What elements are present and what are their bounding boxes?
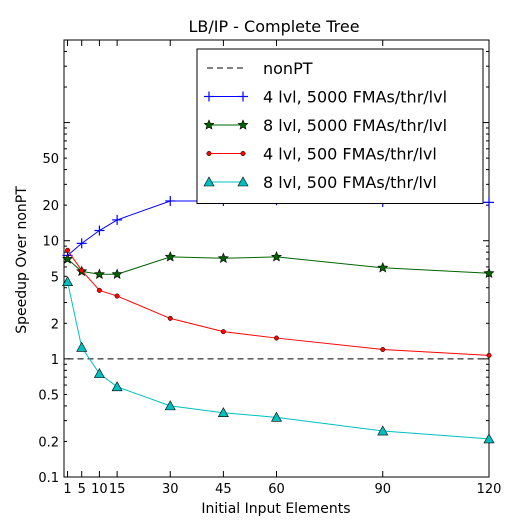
data-point xyxy=(62,276,74,286)
legend-box xyxy=(196,48,484,204)
x-tick-label: 15 xyxy=(109,482,126,497)
data-point xyxy=(93,368,105,378)
x-tick-label: 10 xyxy=(91,482,108,497)
data-point xyxy=(270,251,283,262)
legend-label: 8 lvl, 5000 FMAs/thr/lvl xyxy=(263,116,447,135)
x-tick-label: 1 xyxy=(63,482,71,497)
data-point xyxy=(483,267,495,278)
data-point xyxy=(377,425,389,436)
y-tick-label: 0.2 xyxy=(38,435,59,450)
y-tick-label: 0.1 xyxy=(38,471,59,486)
y-tick-label: 2 xyxy=(51,317,59,332)
data-point xyxy=(483,433,495,444)
x-tick-label: 30 xyxy=(162,482,179,497)
y-tick-label: 20 xyxy=(42,199,59,214)
data-point xyxy=(79,267,85,273)
data-point xyxy=(238,91,248,102)
y-axis-title: Speedup Over nonPT xyxy=(14,186,30,334)
y-tick-label: 1 xyxy=(51,353,59,368)
data-point xyxy=(96,287,102,293)
data-point xyxy=(76,341,88,352)
x-axis-title: Initial Input Elements xyxy=(201,501,350,517)
data-point xyxy=(164,251,176,262)
legend: nonPT 4 lvl, 5000 FMAs/thr/lvl 8 lvl, 5000… xyxy=(196,48,484,204)
y-minor-ticks xyxy=(64,50,489,442)
data-point xyxy=(111,381,123,392)
data-point xyxy=(65,247,71,253)
y-tick-label: 50 xyxy=(42,152,59,167)
series-3 xyxy=(65,247,492,358)
data-point xyxy=(164,400,176,411)
data-point xyxy=(93,268,105,279)
data-point xyxy=(165,195,176,206)
legend-item: 8 lvl, 5000 FMAs/thr/lvl xyxy=(203,116,447,135)
legend-label: 4 lvl, 500 FMAs/thr/lvl xyxy=(263,145,437,164)
data-point xyxy=(94,225,105,236)
data-point xyxy=(237,119,249,130)
legend-label: 4 lvl, 5000 FMAs/thr/lvl xyxy=(263,88,447,107)
data-point xyxy=(62,253,74,264)
legend-item: 8 lvl, 500 FMAs/thr/lvl xyxy=(203,173,437,192)
data-point xyxy=(217,407,229,418)
data-point xyxy=(206,151,212,156)
legend-label: nonPT xyxy=(263,59,313,78)
data-point xyxy=(220,329,226,335)
y-tick-label: 5 xyxy=(51,270,59,285)
data-point xyxy=(203,119,215,130)
series-4 xyxy=(62,276,495,444)
x-tick-label: 45 xyxy=(215,482,232,497)
data-point xyxy=(274,335,279,341)
legend-item: 4 lvl, 500 FMAs/thr/lvl xyxy=(206,145,437,164)
data-point xyxy=(484,197,494,208)
x-tick-label: 5 xyxy=(78,482,86,497)
legend-label: 8 lvl, 500 FMAs/thr/lvl xyxy=(263,173,437,192)
data-point xyxy=(270,411,283,422)
y-tick-label: 10 xyxy=(42,235,59,250)
data-point xyxy=(380,347,386,353)
data-point xyxy=(76,238,87,249)
data-point xyxy=(217,252,229,263)
legend-item: 4 lvl, 5000 FMAs/thr/lvl xyxy=(204,88,447,107)
data-point xyxy=(114,293,120,299)
series-2 xyxy=(62,251,495,279)
data-point xyxy=(237,176,249,187)
x-tick-label: 120 xyxy=(477,482,502,497)
data-point xyxy=(167,315,173,321)
data-point xyxy=(240,151,246,156)
data-point xyxy=(112,214,123,225)
data-point xyxy=(377,262,389,273)
data-point xyxy=(204,91,214,102)
chart-title: LB/IP - Complete Tree xyxy=(188,17,359,36)
y-tick-label: 0.5 xyxy=(38,388,59,403)
data-point xyxy=(486,352,492,358)
data-point xyxy=(111,268,123,279)
data-point xyxy=(203,176,215,187)
x-tick-label: 60 xyxy=(268,482,285,497)
legend-item: nonPT xyxy=(207,59,313,78)
x-tick-label: 90 xyxy=(374,482,391,497)
